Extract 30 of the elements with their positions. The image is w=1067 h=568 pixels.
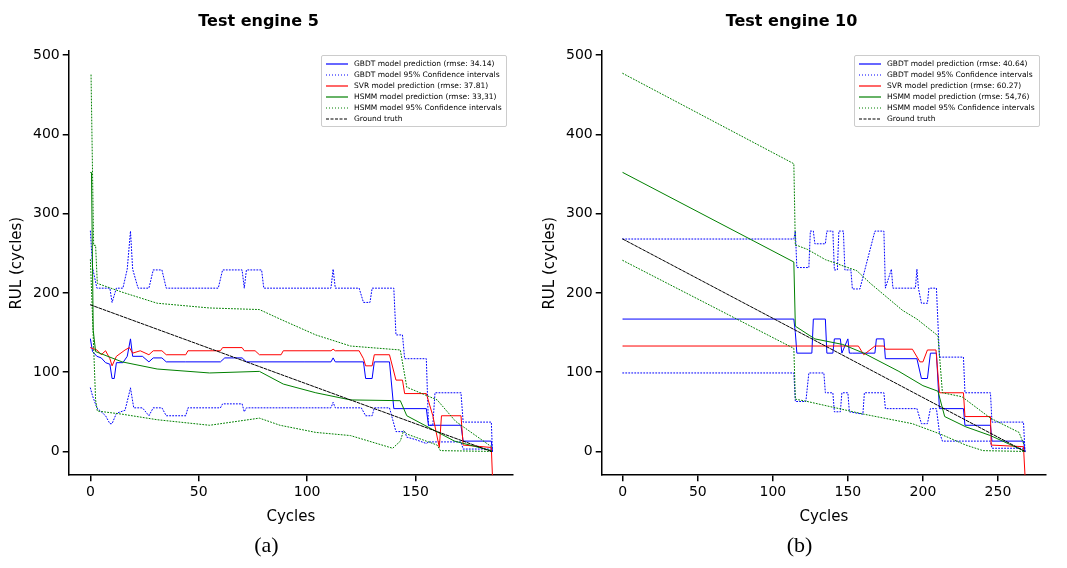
y-tick-label: 0 bbox=[50, 442, 60, 459]
y-tick-label: 100 bbox=[565, 362, 593, 379]
y-tick-label: 500 bbox=[32, 45, 60, 62]
x-axis-title: Cycles bbox=[266, 506, 316, 525]
x-tick-label: 200 bbox=[909, 483, 937, 500]
y-tick-label: 400 bbox=[565, 125, 593, 142]
y-tick-label: 300 bbox=[32, 204, 60, 221]
y-tick-label: 400 bbox=[32, 125, 60, 142]
text: (b) bbox=[785, 532, 814, 558]
x-tick-label: 50 bbox=[189, 483, 208, 500]
y-tick-label: 300 bbox=[565, 204, 593, 221]
x-tick-label: 0 bbox=[618, 483, 628, 500]
x-tick-label: 50 bbox=[688, 483, 707, 500]
x-tick-label: 150 bbox=[834, 483, 862, 500]
x-axis-title: Cycles bbox=[799, 506, 849, 525]
x-tick-label: 100 bbox=[759, 483, 787, 500]
x-tick-label: 100 bbox=[293, 483, 321, 500]
chart-title: Test engine 5 bbox=[198, 10, 319, 30]
y-tick-label: 500 bbox=[565, 45, 593, 62]
y-tick-label: 100 bbox=[32, 362, 60, 379]
y-tick-label: 200 bbox=[565, 283, 593, 300]
y-tick-label: 200 bbox=[32, 283, 60, 300]
x-tick-label: 0 bbox=[85, 483, 95, 500]
chart-title: Test engine 10 bbox=[725, 10, 858, 30]
y-axis-title: RUL (cycles) bbox=[539, 216, 558, 310]
x-tick-label: 150 bbox=[402, 483, 429, 500]
x-tick-label: 250 bbox=[984, 483, 1012, 500]
y-axis-title: RUL (cycles) bbox=[6, 216, 25, 310]
text: (a) bbox=[253, 532, 280, 558]
y-tick-label: 0 bbox=[583, 442, 593, 459]
